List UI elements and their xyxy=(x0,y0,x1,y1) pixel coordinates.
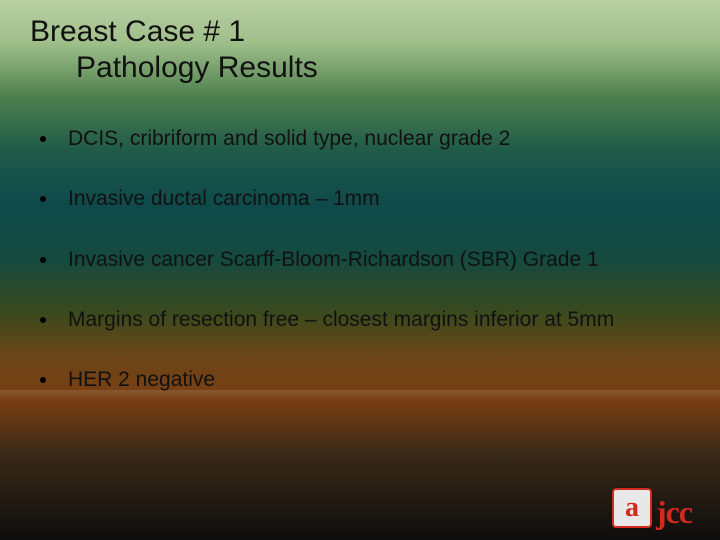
list-item: Margins of resection free – closest marg… xyxy=(40,307,690,333)
bullet-text: Margins of resection free – closest marg… xyxy=(68,307,614,333)
ajcc-logo: a jcc xyxy=(612,488,692,528)
bullet-list: DCIS, cribriform and solid type, nuclear… xyxy=(40,126,690,427)
bullet-dot-icon xyxy=(40,317,46,323)
bullet-text: HER 2 negative xyxy=(68,367,215,393)
bullet-text: Invasive ductal carcinoma – 1mm xyxy=(68,186,380,212)
slide-title: Breast Case # 1 Pathology Results xyxy=(30,14,318,86)
logo-square-letter: a xyxy=(612,488,652,528)
title-line-2: Pathology Results xyxy=(30,50,318,86)
list-item: Invasive cancer Scarff-Bloom-Richardson … xyxy=(40,247,690,273)
bullet-dot-icon xyxy=(40,377,46,383)
bullet-text: Invasive cancer Scarff-Bloom-Richardson … xyxy=(68,247,599,273)
bullet-dot-icon xyxy=(40,257,46,263)
bullet-dot-icon xyxy=(40,196,46,202)
title-line-1: Breast Case # 1 xyxy=(30,14,318,50)
slide: Breast Case # 1 Pathology Results DCIS, … xyxy=(0,0,720,540)
list-item: DCIS, cribriform and solid type, nuclear… xyxy=(40,126,690,152)
bullet-text: DCIS, cribriform and solid type, nuclear… xyxy=(68,126,510,152)
bullet-dot-icon xyxy=(40,136,46,142)
logo-rest-letters: jcc xyxy=(656,496,692,528)
list-item: HER 2 negative xyxy=(40,367,690,393)
list-item: Invasive ductal carcinoma – 1mm xyxy=(40,186,690,212)
